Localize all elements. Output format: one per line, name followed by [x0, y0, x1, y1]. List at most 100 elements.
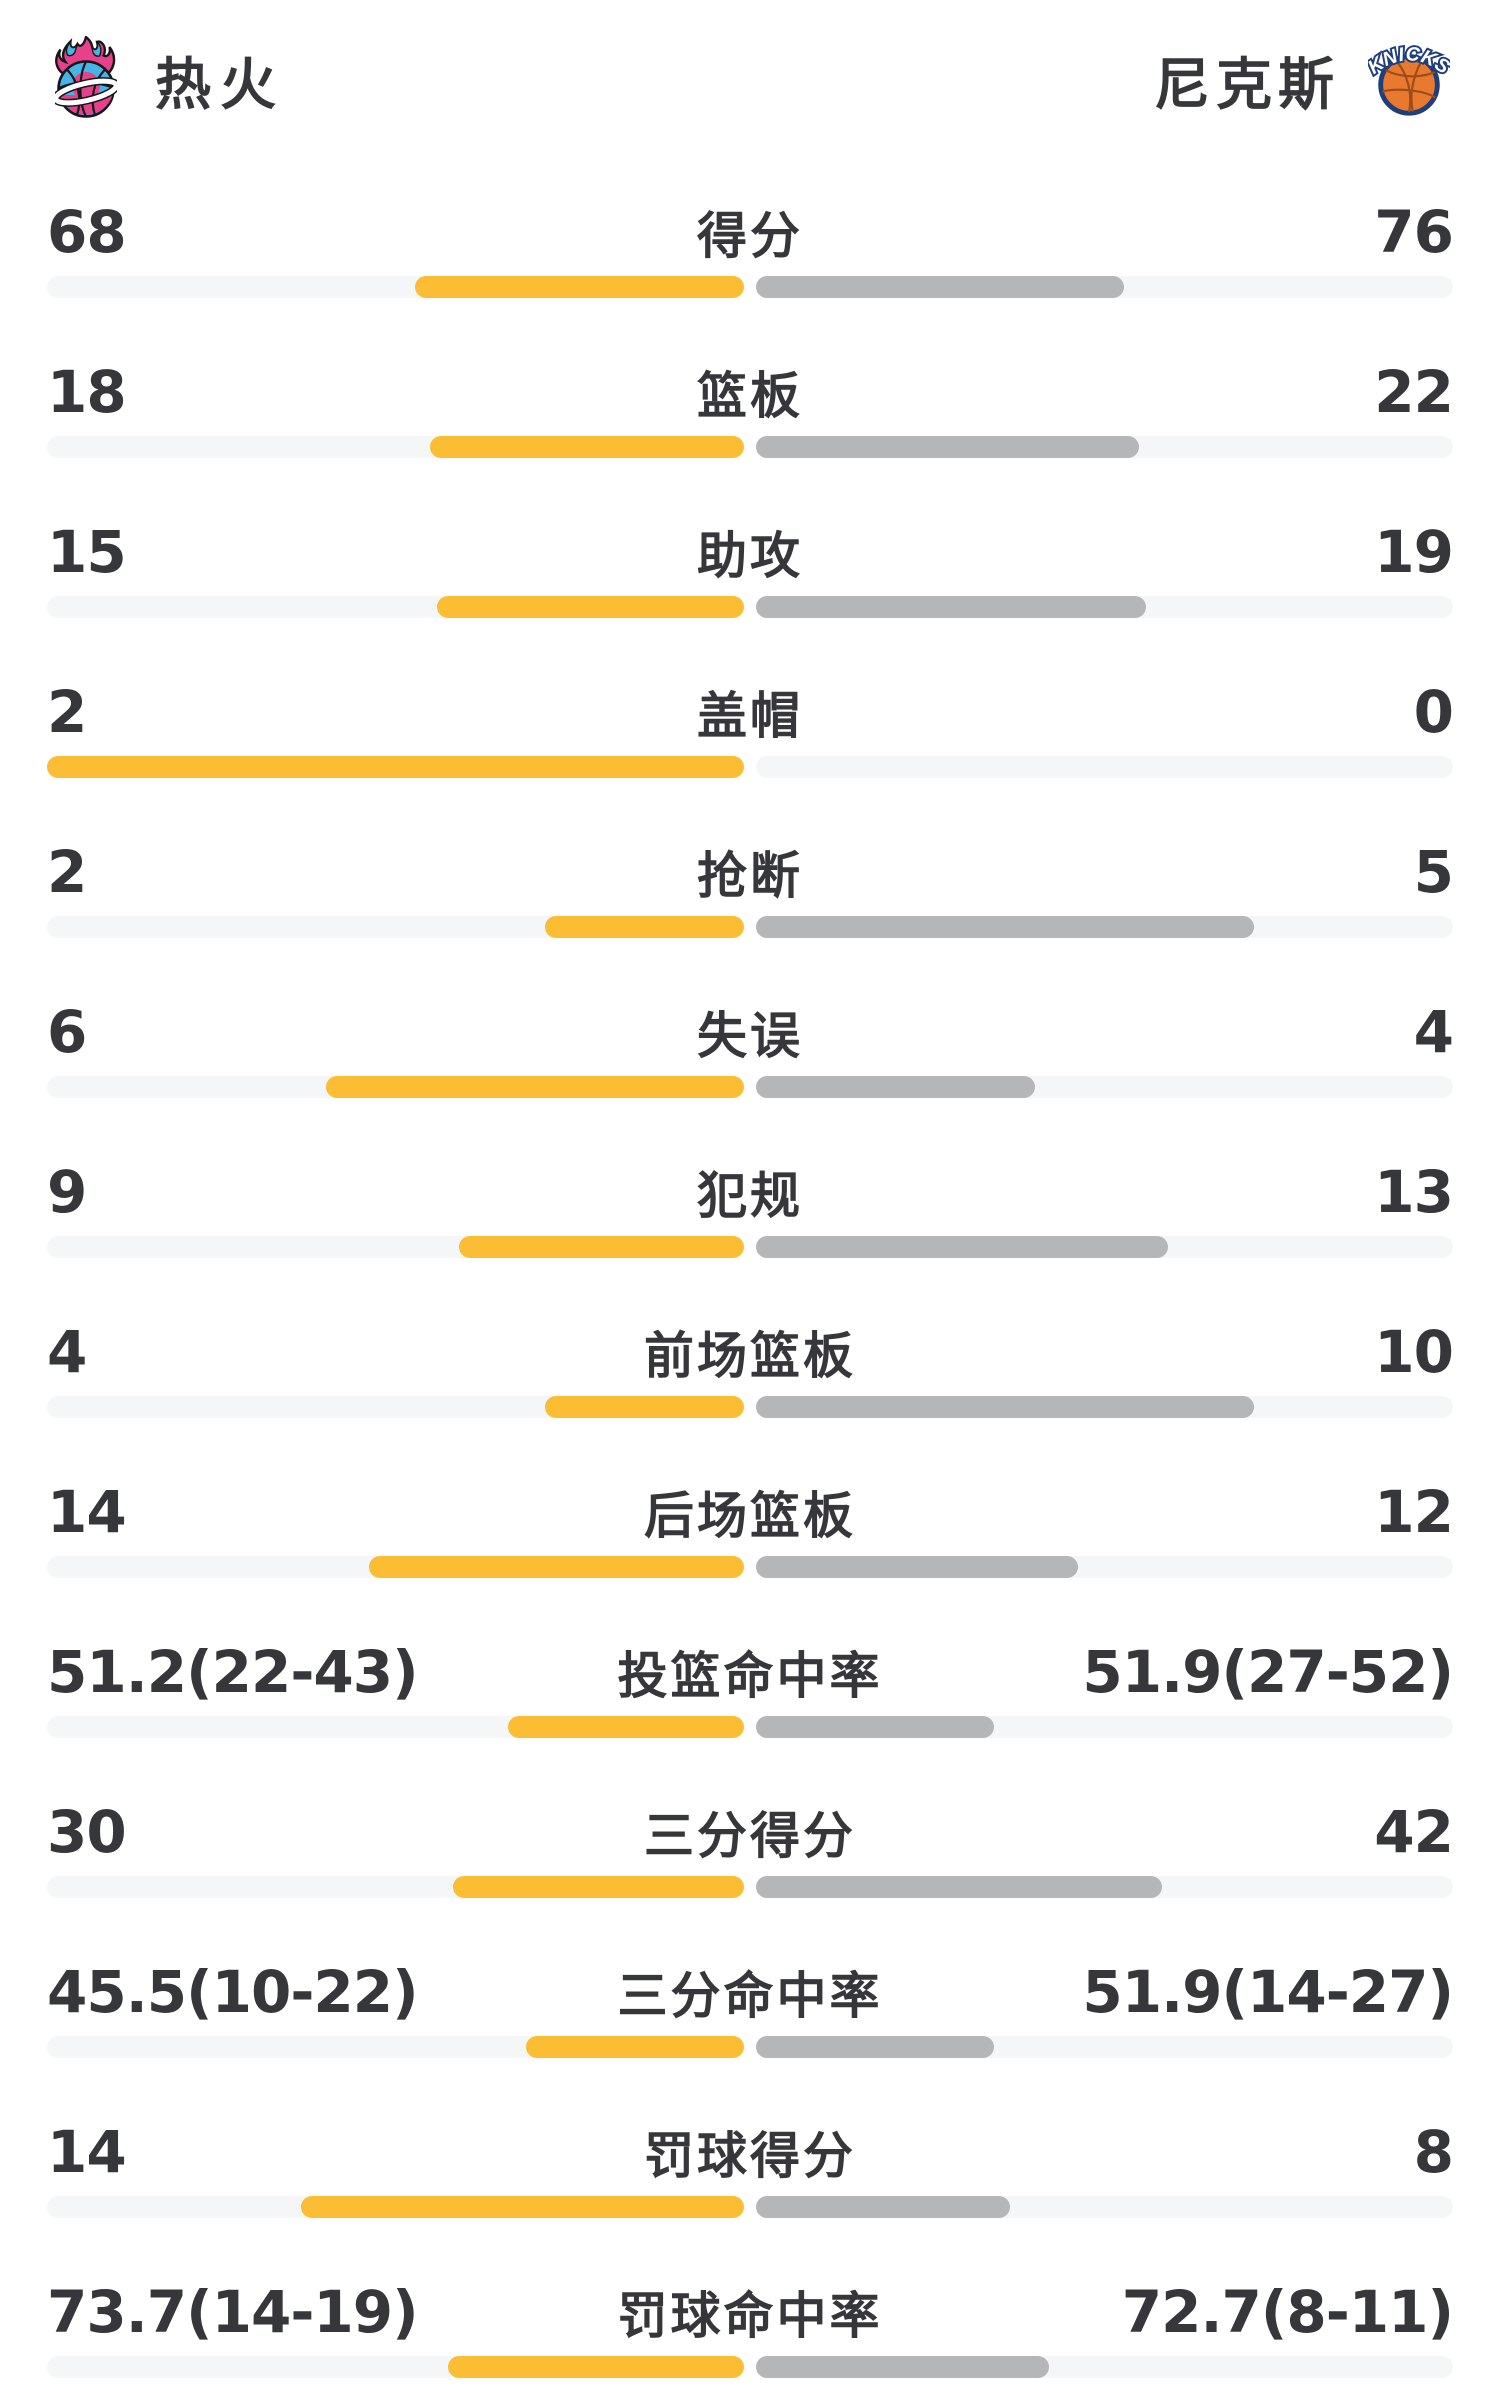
stat-bar: [47, 1236, 1453, 1258]
stat-label: 盖帽: [697, 688, 803, 744]
stat-row: 2 盖帽 0: [0, 678, 1500, 840]
right-bar-track: [756, 276, 1453, 298]
right-team-value: 13: [1374, 1158, 1454, 1226]
left-bar-track: [47, 1556, 744, 1578]
left-bar-fill: [430, 436, 744, 458]
left-bar-track: [47, 276, 744, 298]
stat-row: 18 篮板 22: [0, 358, 1500, 520]
stat-row-text: 15 助攻 19: [47, 518, 1454, 586]
right-bar-fill: [756, 916, 1254, 938]
stats-list: 68 得分 76 18 篮板 22: [0, 198, 1500, 2400]
right-team-value: 51.9(14-27): [1082, 1958, 1454, 2026]
right-bar-fill: [756, 1716, 995, 1738]
right-team-value: 5: [1413, 838, 1454, 906]
right-bar-fill: [756, 2356, 1050, 2378]
right-bar-fill: [756, 2036, 995, 2058]
right-team-value: 76: [1374, 198, 1454, 266]
scoreboard-header: 热火 尼克斯 KNICKS: [51, 34, 1456, 125]
stat-row: 6 失误 4: [0, 998, 1500, 1160]
stat-row-text: 45.5(10-22) 三分命中率 51.9(14-27): [47, 1958, 1454, 2026]
stat-row-text: 6 失误 4: [47, 998, 1454, 1066]
stat-row-text: 68 得分 76: [47, 198, 1454, 266]
left-bar-track: [47, 1396, 744, 1418]
stat-bar: [47, 2036, 1453, 2058]
heat-logo-icon: [51, 34, 121, 125]
heat-flame-blue: [65, 38, 102, 57]
left-bar-track: [47, 756, 744, 778]
left-team-value: 45.5(10-22): [47, 1958, 419, 2026]
left-bar-fill: [458, 1236, 744, 1258]
left-team-value: 14: [47, 1478, 127, 1546]
left-team-value: 51.2(22-43): [47, 1638, 419, 1706]
stat-label: 前场篮板: [644, 1328, 856, 1384]
right-bar-track: [756, 2036, 1453, 2058]
stat-label: 得分: [697, 208, 803, 264]
right-bar-fill: [756, 1556, 1078, 1578]
stat-row: 14 罚球得分 8: [0, 2118, 1500, 2280]
right-team-value: 0: [1413, 678, 1454, 746]
stat-row: 9 犯规 13: [0, 1158, 1500, 1320]
left-bar-fill: [525, 2036, 744, 2058]
team-name-left: 热火: [155, 52, 285, 116]
left-bar-fill: [544, 1396, 744, 1418]
right-bar-track: [756, 596, 1453, 618]
right-bar-track: [756, 1556, 1453, 1578]
left-bar-track: [47, 1076, 744, 1098]
stat-label: 后场篮板: [644, 1488, 856, 1544]
right-bar-fill: [756, 596, 1146, 618]
knicks-logo-icon: KNICKS: [1362, 38, 1456, 123]
left-bar-track: [47, 596, 744, 618]
left-bar-fill: [448, 2356, 744, 2378]
knicks-ball-seams: [1381, 58, 1436, 112]
stat-bar: [47, 756, 1453, 778]
right-bar-fill: [756, 1876, 1163, 1898]
left-bar-fill: [415, 276, 744, 298]
right-bar-fill: [756, 1236, 1168, 1258]
stat-row: 15 助攻 19: [0, 518, 1500, 680]
stat-row-text: 14 罚球得分 8: [47, 2118, 1454, 2186]
stat-label: 罚球得分: [644, 2128, 856, 2184]
right-team-value: 4: [1413, 998, 1454, 1066]
stat-row-text: 30 三分得分 42: [47, 1798, 1454, 1866]
left-bar-fill: [436, 596, 744, 618]
stat-bar: [47, 1396, 1453, 1418]
left-bar-track: [47, 436, 744, 458]
right-team-value: 42: [1374, 1798, 1454, 1866]
right-bar-track: [756, 1396, 1453, 1418]
stat-label: 三分得分: [644, 1808, 856, 1864]
team-left: 热火: [51, 34, 285, 125]
right-team-value: 22: [1374, 358, 1454, 426]
left-team-value: 30: [47, 1798, 127, 1866]
left-team-value: 4: [47, 1318, 87, 1386]
team-right: 尼克斯 KNICKS: [1154, 38, 1456, 123]
right-bar-fill: [756, 436, 1140, 458]
stat-row: 2 抢断 5: [0, 838, 1500, 1000]
left-team-value: 9: [47, 1158, 87, 1226]
left-team-value: 6: [47, 998, 87, 1066]
right-team-value: 10: [1374, 1318, 1454, 1386]
left-team-value: 14: [47, 2118, 127, 2186]
right-bar-track: [756, 756, 1453, 778]
stat-row: 73.7(14-19) 罚球命中率 72.7(8-11): [0, 2278, 1500, 2400]
stat-label: 投篮命中率: [617, 1648, 883, 1704]
stat-row: 68 得分 76: [0, 198, 1500, 360]
stat-row-text: 2 抢断 5: [47, 838, 1454, 906]
right-bar-track: [756, 1236, 1453, 1258]
stat-label: 罚球命中率: [617, 2288, 883, 2344]
stat-row-text: 2 盖帽 0: [47, 678, 1454, 746]
left-bar-track: [47, 1876, 744, 1898]
left-bar-fill: [325, 1076, 744, 1098]
left-bar-fill: [369, 1556, 744, 1578]
right-team-value: 19: [1374, 518, 1454, 586]
left-team-value: 2: [47, 678, 87, 746]
right-bar-track: [756, 2356, 1453, 2378]
stat-row-text: 18 篮板 22: [47, 358, 1454, 426]
left-bar-track: [47, 2036, 744, 2058]
left-bar-fill: [507, 1716, 744, 1738]
stat-bar: [47, 2196, 1453, 2218]
stat-label: 犯规: [697, 1168, 803, 1224]
stat-bar: [47, 436, 1453, 458]
left-bar-track: [47, 2196, 744, 2218]
stat-bar: [47, 916, 1453, 938]
left-bar-track: [47, 2356, 744, 2378]
